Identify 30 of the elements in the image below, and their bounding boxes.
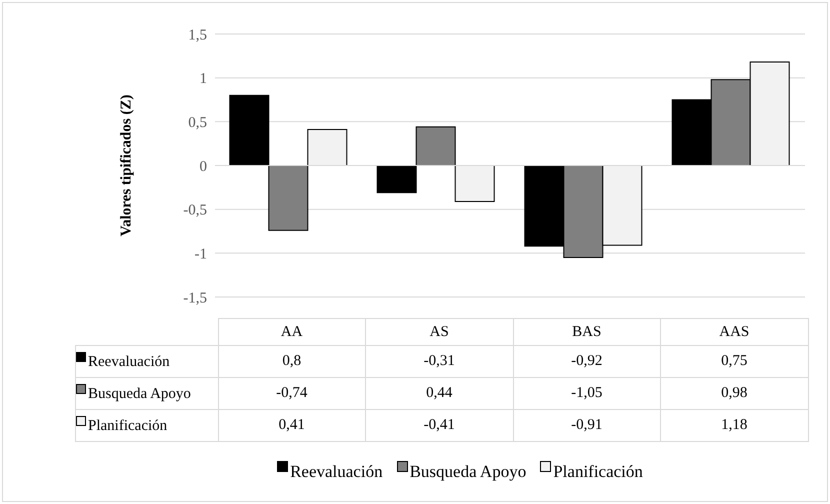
y-tick-label: -0,5 xyxy=(183,202,207,219)
x-tick-label: BAS xyxy=(513,318,660,346)
text: Busqueda Apoyo xyxy=(410,462,526,481)
data-label: 0,8 xyxy=(218,346,366,378)
data-label: 0,98 xyxy=(660,378,808,410)
data-label: -0,41 xyxy=(366,410,513,442)
text: Planificación xyxy=(88,418,168,434)
data-label: 0,44 xyxy=(366,378,513,410)
data-label: -1,05 xyxy=(513,378,660,410)
y-tick-label: -1 xyxy=(194,246,207,262)
legend-label: Busqueda Apoyo xyxy=(76,378,218,410)
y-axis-title: Valores tipificados (Z) xyxy=(118,94,134,236)
x-tick-label: AA xyxy=(218,318,366,346)
text: Reevaluación xyxy=(290,462,383,481)
legend-label: Reevaluación xyxy=(76,346,218,378)
data-label: 1,18 xyxy=(660,410,808,442)
data-label: 0,41 xyxy=(218,410,366,442)
y-tick-label: 0,5 xyxy=(188,114,207,131)
x-tick-label: AAS xyxy=(660,318,808,346)
y-tick-label: -1,5 xyxy=(183,290,207,306)
y-tick-label: 0 xyxy=(200,158,207,175)
data-label: -0,31 xyxy=(366,346,513,378)
data-label: 0,75 xyxy=(660,346,808,378)
legend-label: Planificación xyxy=(552,461,643,482)
data-label: -0,91 xyxy=(513,410,660,442)
y-tick-label: 1 xyxy=(200,71,207,88)
data-label: -0,92 xyxy=(513,346,660,378)
x-tick-label: AS xyxy=(366,318,513,346)
y-tick-label: 1,5 xyxy=(188,27,207,44)
data-label: -0,74 xyxy=(218,378,366,410)
